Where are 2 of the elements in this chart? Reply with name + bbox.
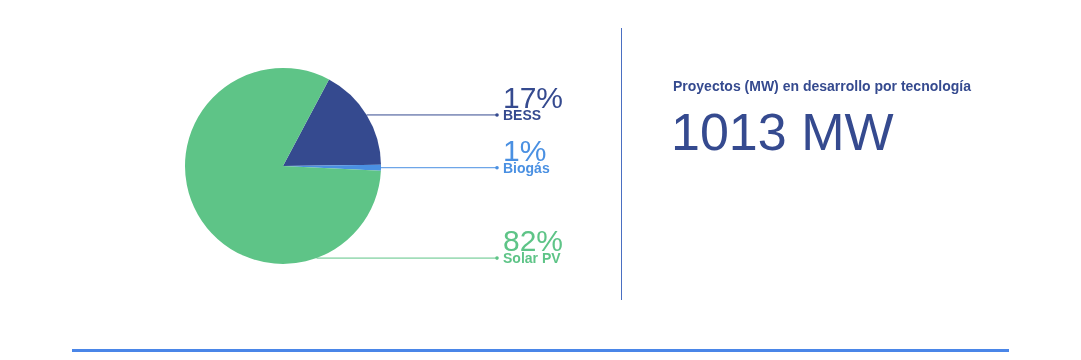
text: Proyectos (MW) en desarrollo por tecnología (673, 78, 971, 94)
text: 1013 MW (671, 102, 894, 162)
